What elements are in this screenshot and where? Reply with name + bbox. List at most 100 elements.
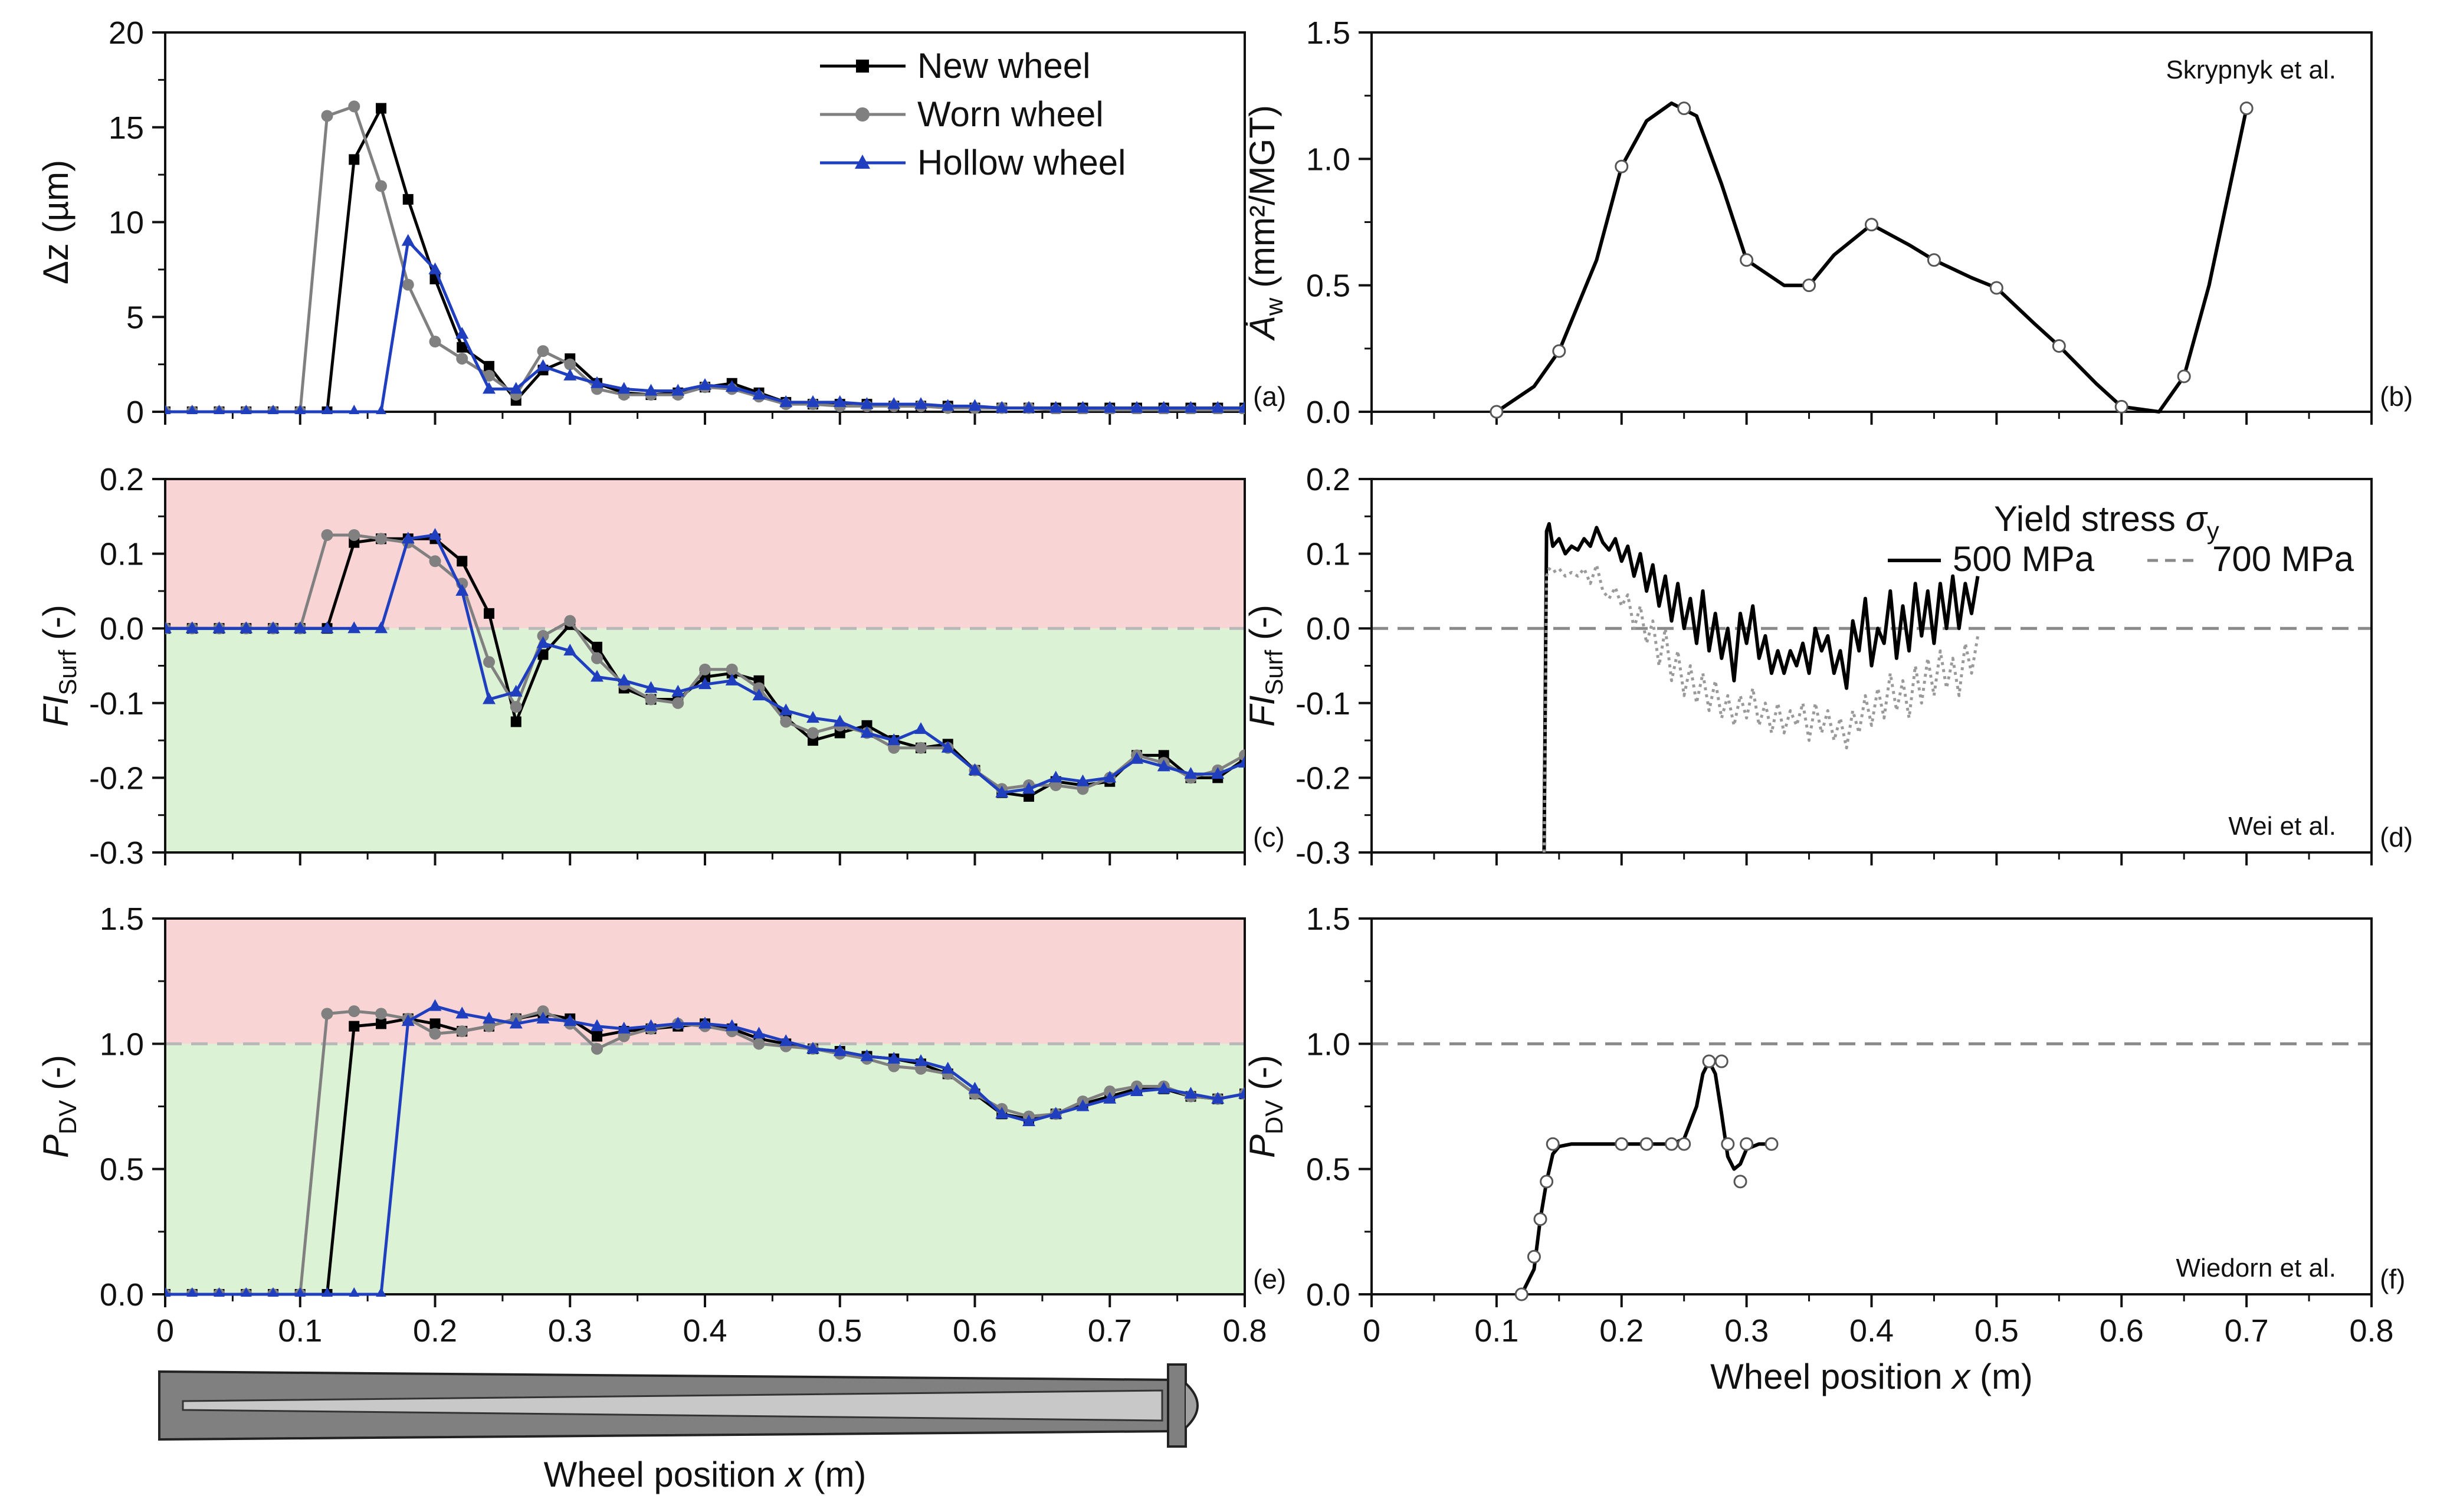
data-point-open [1514,1287,1529,1301]
data-point-open [1527,1249,1541,1264]
y-tick-label: -0.1 [89,686,144,721]
data-point-triangle [401,1014,415,1026]
y-tick-label: 0 [126,395,144,430]
data-point-triangle [1076,1099,1090,1111]
x-tick-value: 0.3 [1724,1313,1769,1349]
data-point-triangle [509,382,523,394]
data-point-triangle [294,1287,306,1297]
data-point-triangle [860,1049,874,1061]
data-point-triangle [1049,770,1062,783]
y-tick-value: 0.0 [1306,395,1350,430]
y-tick-label: 5 [126,300,144,335]
data-point-open [1989,281,2003,295]
data-point-triangle [752,1026,766,1039]
data-point-triangle [968,399,982,411]
data-point-circle [564,615,576,627]
x-tick-value: 0.6 [2100,1313,2144,1349]
data-point-triangle [1184,1087,1198,1099]
data-point-open [1665,1137,1678,1151]
legend-label: Hollow wheel [917,143,1126,182]
y-tick-value: 0.0 [1306,611,1350,647]
data-point-circle [483,369,495,382]
data-point-triangle [483,1011,496,1024]
data-point-square [484,608,494,619]
y-tick-value: 0.1 [100,537,144,572]
y-label-symbol: Δz [36,243,76,284]
data-point-triangle [1157,401,1170,413]
data-point-triangle [644,383,658,396]
data-point-open [1865,218,1878,232]
source-annotation-text: Skrypnyk et al. [2166,55,2336,84]
y-tick-label: 1.5 [1306,15,1350,51]
y-tick-label: 15 [109,110,144,146]
data-point-triangle [887,1051,901,1064]
data-point-triangle [240,621,253,634]
data-point-triangle [887,733,901,746]
x-tick-value: 0 [1363,1313,1380,1349]
data-point-circle [1104,1085,1116,1098]
data-point-triangle [322,1287,333,1297]
series-line-1 [1542,563,1980,853]
data-point-circle [537,1005,549,1018]
data-point-triangle [483,382,496,394]
y-label-unit: (mm²/MGT) [1242,105,1282,298]
panel-label-text: (c) [1253,822,1285,852]
curve-line [1495,101,2249,414]
data-point-triangle [214,405,225,414]
y-tick-value: 15 [109,110,144,146]
data-point-triangle [1103,770,1117,783]
data-point-open [1677,1137,1691,1151]
data-point-triangle [563,644,577,656]
data-point-circle [537,345,549,357]
legend-label-text: Hollow wheel [917,143,1126,182]
data-point-triangle [1049,401,1062,413]
panel-label: (b) [2380,381,2413,412]
data-point-open [1927,253,1941,267]
data-point-triangle [1103,1091,1117,1104]
legend-marker-triangle [855,155,870,169]
data-point-triangle [563,368,577,381]
y-tick-label: 1.0 [1306,1026,1350,1062]
x-tick-value: 0.8 [1222,1313,1267,1349]
source-annotation-text: Wei et al. [2228,812,2336,841]
y-tick-value: 1.5 [1306,15,1350,51]
data-point-triangle [617,673,631,686]
data-point-open [2239,101,2254,116]
data-point-triangle [1103,401,1117,413]
y-label-unit: (-) [1242,1055,1282,1100]
data-point-open [1552,344,1566,358]
y-tick-value: -0.1 [1295,686,1350,721]
y-tick-value: 0.2 [100,462,144,497]
y-tick-value: -0.2 [89,760,144,796]
source-annotation: Wei et al. [2228,812,2336,841]
panel-label: (e) [1253,1264,1286,1294]
y-axis-label: Ȧw (mm²/MGT) [1242,105,1288,341]
safe-zone [165,1044,1245,1294]
data-point-triangle [320,621,334,634]
x-tick-value: 0.1 [1474,1313,1518,1349]
y-label-subscript: w [1260,297,1288,316]
data-point-circle [375,1008,387,1020]
y-tick-value: 0.0 [1306,1277,1350,1313]
y-label-unit: (-) [36,1055,76,1100]
panel-label-text: (e) [1253,1264,1286,1294]
y-tick-label: 0.2 [100,462,144,497]
legend-label-text: 700 MPa [2212,539,2354,579]
panel-e: 0 0.1 0.2 0.3 0.4 0.5 0.6 0.7 0.80.00.51.01.5PDV… [36,901,1286,1349]
panel-a: 0 5 10 15 20 Δz (µm) (a) [36,15,1286,430]
legend-title-symbol: σ [2186,499,2209,539]
data-point-square [592,641,602,652]
x-tick-label: 0 [156,1313,174,1349]
data-point-triangle [779,395,793,407]
data-point-circle [672,697,684,709]
legend-label: New wheel [917,46,1090,86]
data-point-triangle [860,726,874,738]
data-point-triangle [752,388,766,400]
data-point-triangle [483,692,496,704]
data-point-triangle [941,399,955,411]
data-point-circle [753,682,765,694]
